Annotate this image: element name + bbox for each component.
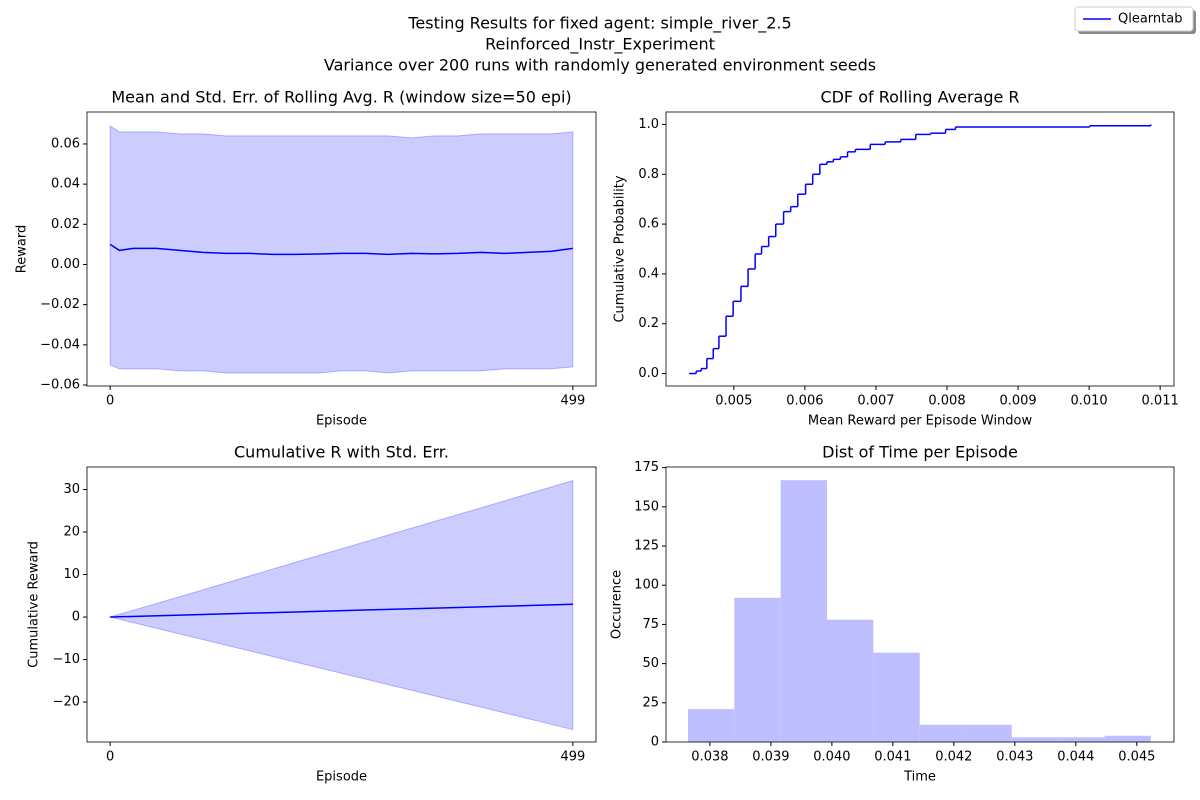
axes-frame <box>86 111 597 387</box>
y-axis-label: Reward <box>15 225 30 273</box>
histogram-bar <box>1104 735 1151 742</box>
histogram-bar <box>826 619 874 742</box>
x-axis-label: Mean Reward per Episode Window <box>808 414 1033 429</box>
x-tick-label: 0.009 <box>999 394 1036 409</box>
y-axis-label: Cumulative Probability <box>613 175 628 322</box>
x-tick-label: 0.005 <box>715 394 752 409</box>
error-band <box>109 124 574 374</box>
y-axis-label: Cumulative Reward <box>27 541 42 668</box>
x-tick-label: 0.040 <box>813 750 850 765</box>
x-tick-label: 0 <box>106 750 114 765</box>
y-axis-label: Occurence <box>610 570 625 639</box>
y-tick-label: 125 <box>634 539 659 554</box>
mean-line <box>110 603 573 618</box>
y-tick-label: 0.00 <box>51 257 80 272</box>
x-tick-label: 0.038 <box>691 750 728 765</box>
y-tick-label: 0 <box>72 610 80 625</box>
x-tick-label: 0.039 <box>752 750 789 765</box>
x-tick-label: 0.007 <box>857 394 894 409</box>
legend <box>1074 6 1194 32</box>
figure-title: Reinforced_Instr_Experiment <box>485 35 715 55</box>
x-tick-label: 0.043 <box>996 750 1033 765</box>
histogram-bar <box>734 597 781 742</box>
y-tick-label: 150 <box>634 499 659 514</box>
y-tick-label: 1.0 <box>638 117 659 132</box>
y-tick-label: 175 <box>634 460 659 475</box>
y-tick-label: 75 <box>642 617 659 632</box>
x-tick-label: 0.045 <box>1118 750 1155 765</box>
y-tick-label: 10 <box>63 567 80 582</box>
axes-title: CDF of Rolling Average R <box>820 88 1019 107</box>
y-tick-label: 30 <box>63 482 80 497</box>
y-tick-label: 20 <box>63 525 80 540</box>
figure-title: Testing Results for fixed agent: simple_… <box>407 14 791 34</box>
x-tick-label: 0.041 <box>874 750 911 765</box>
histogram-bar <box>687 709 735 742</box>
y-tick-label: −0.04 <box>40 337 80 352</box>
histogram-bar <box>919 724 966 742</box>
x-tick-label: 499 <box>560 750 585 765</box>
histogram-bar <box>1058 737 1105 742</box>
axes-frame <box>665 111 1175 387</box>
y-tick-label: 50 <box>642 656 659 671</box>
histogram-bar <box>873 652 920 742</box>
axes-frame <box>86 466 597 743</box>
y-tick-label: 0.6 <box>638 217 659 232</box>
legend-label: Qlearntab <box>1118 12 1182 27</box>
x-tick-label: 0.008 <box>928 394 965 409</box>
y-tick-label: −10 <box>53 652 80 667</box>
y-tick-label: 0.0 <box>638 366 659 381</box>
y-tick-label: 25 <box>642 695 659 710</box>
y-tick-label: 0.4 <box>638 266 659 281</box>
x-tick-label: 0.010 <box>1070 394 1107 409</box>
y-tick-label: 0.06 <box>51 136 80 151</box>
y-tick-label: 0.02 <box>51 217 80 232</box>
axes-title: Dist of Time per Episode <box>822 443 1018 462</box>
y-tick-label: 100 <box>634 578 659 593</box>
y-tick-label: −0.02 <box>40 297 80 312</box>
error-band <box>108 479 574 731</box>
x-tick-label: 0 <box>106 394 114 409</box>
y-tick-label: 0.04 <box>51 177 80 192</box>
x-axis-label: Episode <box>316 770 367 785</box>
y-tick-label: 0 <box>651 735 659 750</box>
x-tick-label: 0.006 <box>786 394 823 409</box>
y-tick-label: 0.8 <box>638 167 659 182</box>
axes-frame <box>665 466 1175 743</box>
x-tick-label: 0.011 <box>1142 394 1179 409</box>
x-axis-label: Episode <box>316 414 367 429</box>
x-tick-label: 0.044 <box>1057 750 1094 765</box>
y-tick-label: −0.06 <box>40 377 80 392</box>
x-tick-label: 0.042 <box>935 750 972 765</box>
histogram-bar <box>965 724 1012 742</box>
figure-title: Variance over 200 runs with randomly gen… <box>324 56 876 75</box>
mean-line <box>109 243 573 256</box>
axes-title: Mean and Std. Err. of Rolling Avg. R (wi… <box>111 88 571 107</box>
histogram-bar <box>1011 737 1059 742</box>
y-tick-label: −20 <box>53 695 80 710</box>
axes-title: Cumulative R with Std. Err. <box>234 443 449 462</box>
y-tick-label: 0.2 <box>638 316 659 331</box>
x-axis-label: Time <box>903 770 936 785</box>
histogram-bar <box>780 480 827 742</box>
x-tick-label: 499 <box>560 394 585 409</box>
